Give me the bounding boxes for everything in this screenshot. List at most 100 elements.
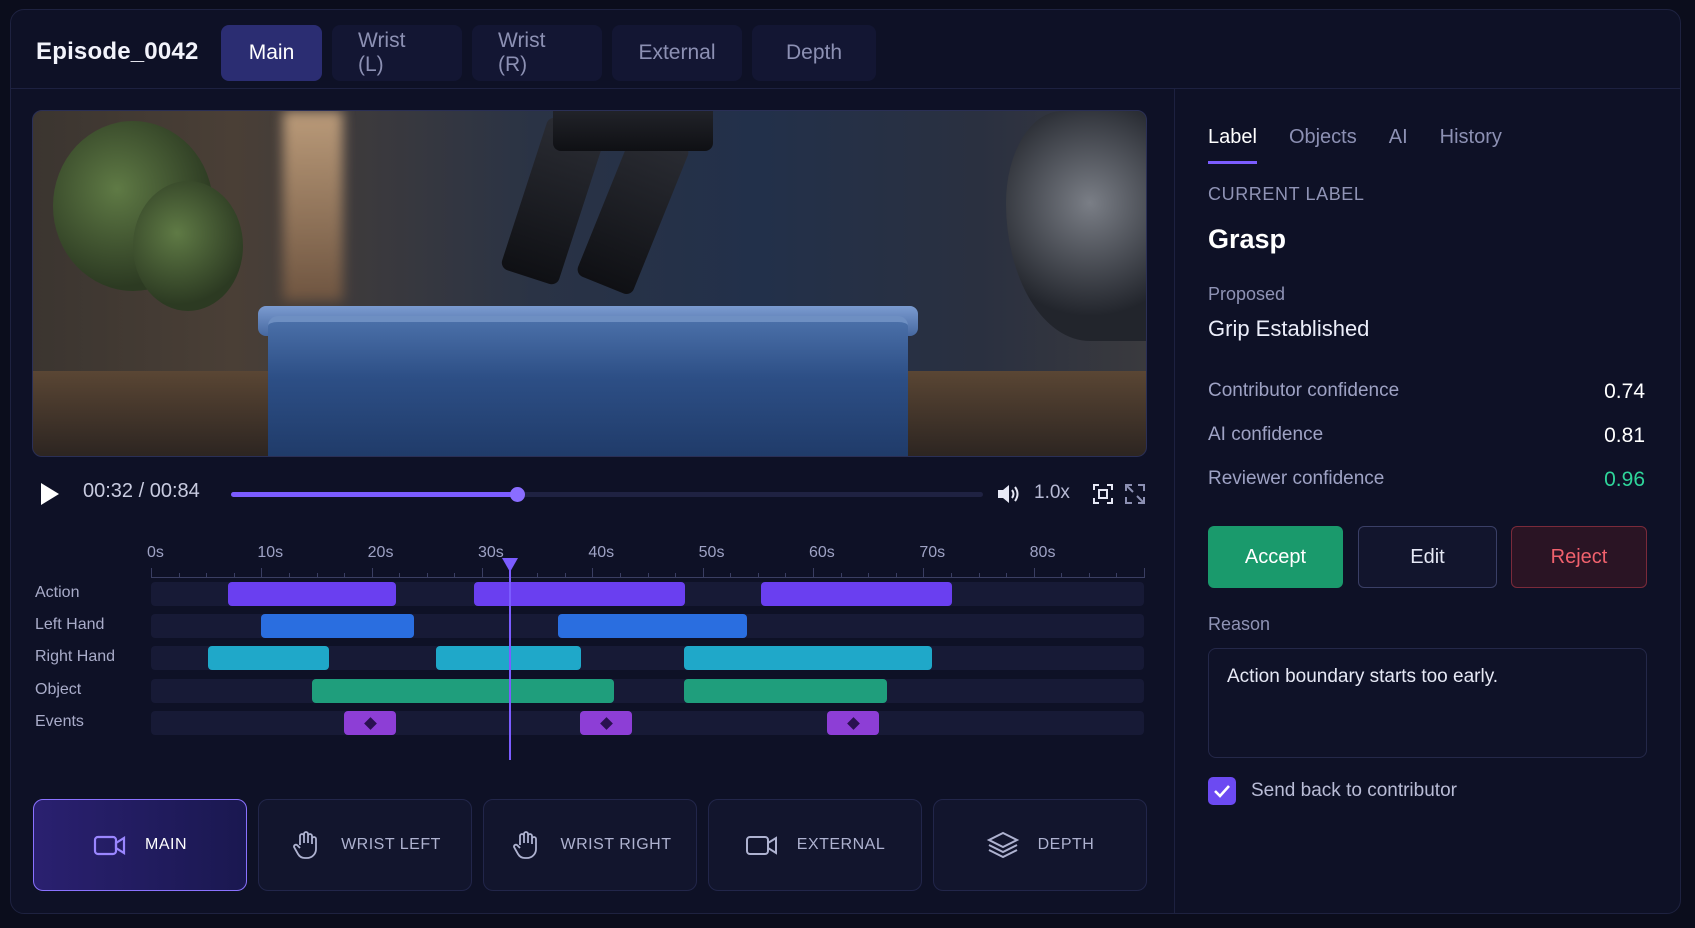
reject-button[interactable]: Reject: [1511, 526, 1647, 588]
camera-external-label: EXTERNAL: [796, 836, 886, 853]
camera-depth-label: DEPTH: [1037, 836, 1095, 853]
reason-heading: Reason: [1208, 614, 1271, 634]
robot-wrist: [553, 111, 713, 151]
ruler-tick: [371, 568, 373, 578]
tab-depth[interactable]: Depth: [752, 25, 876, 81]
hand-icon: [293, 831, 317, 859]
ruler-tick: [813, 568, 814, 578]
left-segment[interactable]: [558, 614, 747, 638]
tick-label: 50s: [698, 544, 725, 561]
scrubber-handle[interactable]: [510, 487, 526, 502]
send-back-checkbox[interactable]: [1208, 777, 1236, 805]
current-label-value: Grasp: [1208, 224, 1287, 254]
right-segment[interactable]: [683, 646, 933, 670]
tab-ai[interactable]: AI: [1388, 126, 1408, 148]
ruler-tick: [619, 573, 621, 578]
edit-button[interactable]: Edit: [1358, 526, 1497, 588]
video-frame[interactable]: [32, 110, 1147, 457]
tick-label: 80s: [1029, 544, 1056, 561]
ruler-tick: [647, 573, 649, 578]
video-camera-icon: [745, 836, 777, 855]
camera-depth-button[interactable]: DEPTH: [933, 799, 1147, 891]
camera-wrist-right-button[interactable]: WRIST RIGHT: [483, 799, 697, 891]
view-tabs: Main Wrist (L) Wrist (R) External Depth: [221, 25, 876, 81]
tab-objects[interactable]: Objects: [1288, 126, 1357, 148]
playback-speed[interactable]: 1.0x: [1034, 482, 1070, 503]
tab-label[interactable]: Label: [1208, 126, 1257, 164]
ai-confidence-row: AI confidence 0.81: [1208, 424, 1645, 448]
ruler-tick: [454, 573, 456, 578]
reason-textarea[interactable]: Action boundary starts too early.: [1208, 648, 1647, 758]
header: Episode_0042 Main Wrist (L) Wrist (R) Ex…: [11, 10, 1680, 89]
event-segment[interactable]: [344, 711, 396, 735]
ruler-tick: [1144, 568, 1145, 578]
hand-icon: [512, 831, 537, 859]
timeline[interactable]: 0s 10s 20s 30s 40s 50s 60s 70s 80s Action Left Ha…: [11, 530, 1161, 810]
ruler-tick: [1061, 573, 1063, 578]
camera-main-button[interactable]: MAIN: [33, 799, 247, 891]
action-segment[interactable]: [761, 582, 953, 606]
checkmark-icon: [1214, 785, 1230, 798]
background-light: [283, 111, 343, 301]
ruler-tick: [675, 573, 677, 578]
fullscreen-icon[interactable]: [1123, 482, 1147, 506]
ruler-tick: [1088, 573, 1090, 578]
tick-label: 30s: [478, 544, 504, 561]
event-segment[interactable]: [580, 711, 633, 735]
scrubber-track[interactable]: [231, 487, 983, 502]
track-label: Object: [35, 681, 82, 698]
play-icon[interactable]: [39, 481, 61, 507]
metric-value: 0.74: [1604, 380, 1645, 403]
metric-value: 0.81: [1604, 424, 1645, 447]
playhead-handle[interactable]: [501, 558, 518, 572]
blue-bin: [268, 316, 908, 456]
tab-wrist-right[interactable]: Wrist (R): [472, 25, 602, 81]
ruler-tick: [344, 573, 346, 578]
volume-icon[interactable]: [996, 482, 1022, 506]
tab-history[interactable]: History: [1439, 126, 1502, 148]
ruler-tick: [978, 573, 980, 578]
tab-main[interactable]: Main: [221, 25, 322, 81]
ruler-tick: [592, 568, 594, 578]
accept-button[interactable]: Accept: [1208, 526, 1343, 588]
right-segment[interactable]: [208, 646, 329, 670]
ruler-tick: [757, 573, 759, 578]
camera-external-button[interactable]: EXTERNAL: [708, 799, 922, 891]
fit-screen-icon[interactable]: [1091, 482, 1115, 506]
ruler-tick: [1116, 573, 1118, 578]
track-label: Left Hand: [35, 616, 105, 633]
ruler-tick: [288, 573, 290, 578]
track-label: Right Hand: [35, 648, 116, 665]
camera-wrist-left-button[interactable]: WRIST LEFT: [258, 799, 472, 891]
playback-time: 00:32 / 00:84: [83, 480, 200, 502]
episode-title: Episode_0042: [36, 38, 199, 65]
ruler-tick: [482, 568, 483, 578]
tab-wrist-left[interactable]: Wrist (L): [332, 25, 462, 81]
tick-label: 40s: [588, 544, 615, 561]
ruler-tick: [840, 573, 842, 578]
playhead-line[interactable]: [508, 570, 511, 760]
object-segment[interactable]: [312, 679, 615, 703]
track-lane[interactable]: [151, 679, 1144, 703]
event-segment[interactable]: [827, 711, 880, 735]
action-segment[interactable]: [474, 582, 685, 606]
ruler-tick: [868, 573, 870, 578]
track-label: Action: [35, 584, 80, 601]
ruler-tick: [730, 573, 732, 578]
right-segment[interactable]: [435, 646, 582, 670]
camera-wrist-left-label: WRIST LEFT: [341, 836, 441, 853]
ruler-tick: [151, 568, 152, 578]
object-segment[interactable]: [683, 679, 887, 703]
ruler-tick: [233, 573, 235, 578]
ruler-tick: [316, 573, 318, 578]
tab-external[interactable]: External: [612, 25, 742, 81]
metric-value: 0.96: [1604, 468, 1645, 491]
timeline-ruler: 0s 10s 20s 30s 40s 50s 60s 70s 80s: [147, 544, 1144, 570]
left-segment[interactable]: [261, 614, 414, 638]
track-label: Events: [35, 713, 84, 730]
tick-label: 0s: [147, 544, 164, 561]
track-lane[interactable]: [151, 711, 1144, 735]
layers-icon: [986, 831, 1019, 859]
current-label-heading: CURRENT LABEL: [1208, 184, 1365, 204]
action-segment[interactable]: [228, 582, 396, 606]
